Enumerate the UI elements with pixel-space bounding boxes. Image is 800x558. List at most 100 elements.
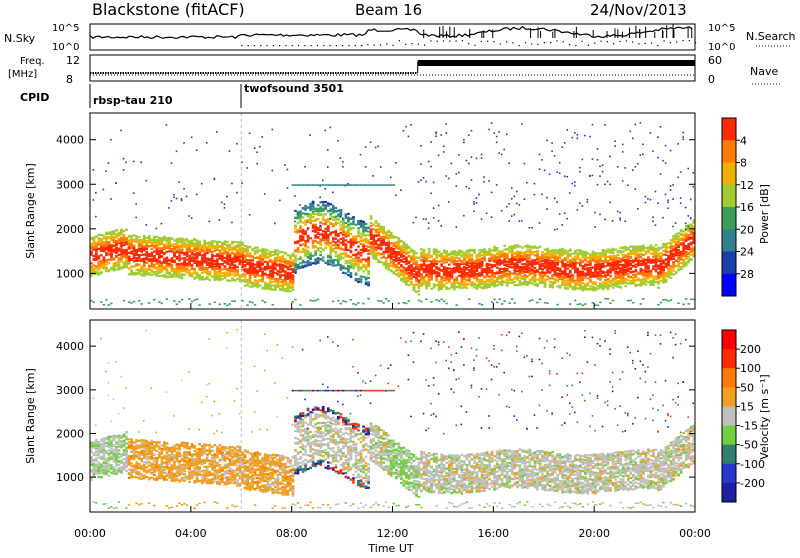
heatmap-cell — [493, 132, 495, 134]
heatmap-cell — [529, 279, 532, 281]
heatmap-cell — [272, 270, 275, 272]
noise-search-dot — [342, 45, 343, 46]
heatmap-cell — [456, 185, 458, 187]
heatmap-cell — [329, 242, 332, 244]
heatmap-cell — [453, 282, 456, 284]
heatmap-cell — [463, 283, 466, 285]
heatmap-cell — [294, 265, 297, 267]
heatmap-cell — [453, 279, 456, 281]
heatmap-cell — [196, 273, 199, 275]
heatmap-cell — [143, 268, 146, 270]
heatmap-cell — [264, 284, 267, 286]
noise-search-dot — [544, 42, 545, 43]
heatmap-cell — [105, 240, 108, 242]
heatmap-cell — [234, 300, 236, 302]
heatmap-cell — [229, 263, 232, 265]
heatmap-cell — [297, 222, 300, 224]
heatmap-cell — [435, 271, 438, 273]
heatmap-cell — [168, 247, 171, 249]
noise-search-dot — [531, 43, 532, 44]
heatmap-cell — [350, 223, 353, 225]
heatmap-cell — [491, 255, 494, 257]
heatmap-cell — [428, 272, 431, 274]
heatmap-cell — [108, 304, 110, 306]
heatmap-cell — [312, 213, 315, 215]
heatmap-cell — [246, 280, 249, 282]
heatmap-cell — [486, 284, 489, 286]
heatmap-cell — [100, 234, 103, 236]
heatmap-cell — [327, 240, 330, 242]
heatmap-cell — [481, 304, 483, 306]
heatmap-cell — [231, 258, 234, 260]
heatmap-cell — [171, 266, 174, 268]
heatmap-cell — [473, 201, 475, 203]
heatmap-cell — [249, 214, 251, 216]
heatmap-cell — [244, 285, 247, 287]
heatmap-cell — [332, 264, 335, 266]
heatmap-cell — [403, 273, 406, 275]
heatmap-cell — [332, 218, 335, 220]
heatmap-cell — [473, 286, 476, 288]
heatmap-cell — [269, 267, 272, 269]
power-heatmap-cells — [90, 113, 695, 309]
heatmap-cell — [193, 299, 195, 301]
heatmap-cell — [365, 166, 367, 168]
heatmap-cell — [105, 237, 108, 239]
heatmap-cell — [486, 251, 489, 253]
heatmap-cell — [261, 248, 264, 250]
heatmap-cell — [498, 283, 501, 285]
heatmap-cell — [145, 245, 148, 247]
heatmap-cell — [309, 217, 312, 219]
heatmap-cell — [428, 248, 431, 250]
heatmap-cell — [415, 267, 418, 269]
noise-search-dot — [645, 43, 646, 44]
noise-search-dot — [279, 45, 280, 46]
heatmap-cell — [332, 301, 334, 303]
heatmap-cell — [367, 239, 370, 241]
heatmap-cell — [302, 235, 305, 237]
heatmap-cell — [491, 192, 493, 194]
heatmap-cell — [145, 272, 148, 274]
heatmap-cell — [309, 237, 312, 239]
heatmap-cell — [261, 268, 264, 270]
heatmap-cell — [400, 274, 403, 276]
heatmap-cell — [526, 269, 529, 271]
heatmap-cell — [340, 238, 343, 240]
heatmap-cell — [471, 269, 474, 271]
heatmap-cell — [408, 252, 411, 254]
heatmap-cell — [486, 254, 489, 256]
heatmap-cell — [347, 262, 350, 264]
heatmap-cell — [123, 256, 126, 258]
heatmap-cell — [211, 254, 214, 256]
heatmap-cell — [496, 272, 499, 274]
heatmap-cell — [453, 263, 456, 265]
heatmap-cell — [216, 263, 219, 265]
heatmap-cell — [342, 234, 345, 236]
heatmap-cell — [478, 303, 480, 305]
heatmap-cell — [261, 300, 263, 302]
heatmap-cell — [294, 250, 297, 252]
heatmap-cell — [453, 270, 456, 272]
heatmap-cell — [231, 278, 234, 280]
heatmap-cell — [322, 180, 324, 182]
heatmap-cell — [274, 267, 277, 269]
heatmap-cell — [360, 266, 363, 268]
heatmap-cell — [266, 266, 269, 268]
heatmap-cell — [332, 216, 335, 218]
heatmap-cell — [405, 257, 408, 259]
heatmap-cell — [118, 241, 121, 243]
heatmap-cell — [458, 154, 460, 156]
heatmap-cell — [115, 233, 118, 235]
heatmap-cell — [342, 223, 345, 225]
heatmap-cell — [314, 300, 316, 302]
heatmap-cell — [140, 251, 143, 253]
heatmap-cell — [133, 249, 136, 251]
heatmap-cell — [430, 278, 433, 280]
heatmap-cell — [299, 266, 302, 268]
heatmap-cell — [272, 304, 274, 306]
heatmap-cell — [138, 240, 141, 242]
heatmap-cell — [355, 257, 358, 259]
heatmap-cell — [236, 266, 239, 268]
heatmap-cell — [486, 269, 489, 271]
